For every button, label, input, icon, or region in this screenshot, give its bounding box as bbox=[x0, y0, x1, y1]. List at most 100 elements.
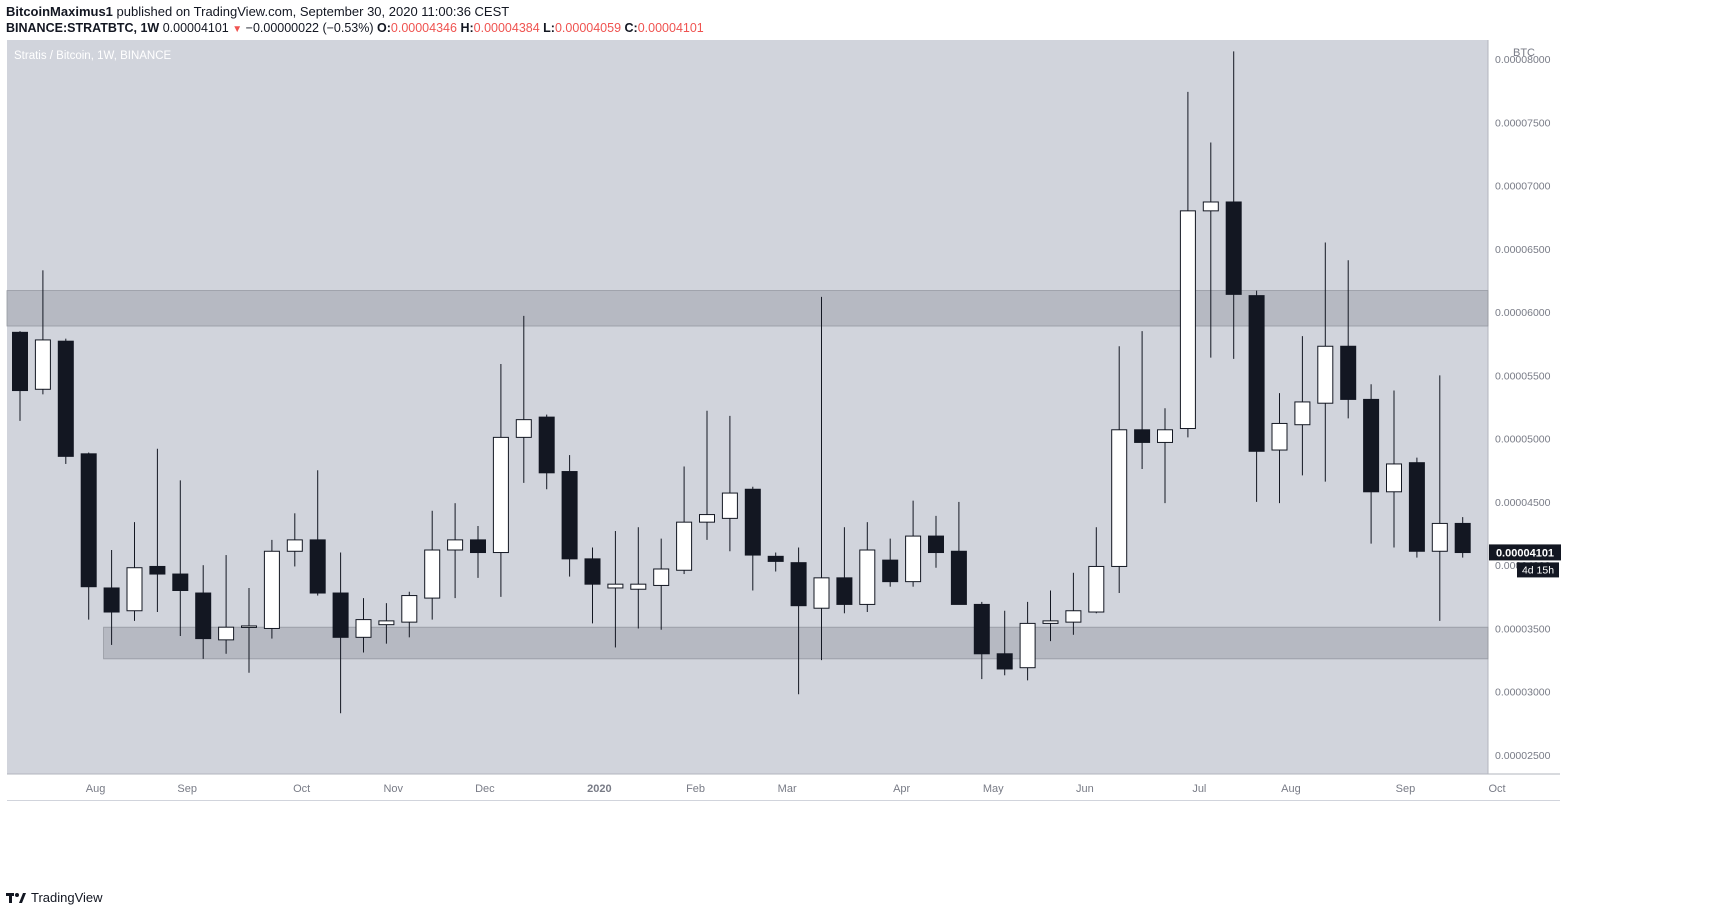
currency-label: BTC bbox=[1513, 47, 1535, 59]
candle-body-54[interactable] bbox=[1248, 295, 1265, 452]
candle-body-43[interactable] bbox=[996, 653, 1013, 670]
candle-body-18[interactable] bbox=[424, 549, 441, 599]
x-tick-label-7: Mar bbox=[778, 783, 797, 795]
candle-body-37[interactable] bbox=[859, 549, 876, 605]
candle-body-62[interactable] bbox=[1431, 522, 1448, 552]
candle-body-6[interactable] bbox=[149, 565, 166, 575]
candle-body-58[interactable] bbox=[1340, 345, 1357, 400]
candle-body-48[interactable] bbox=[1111, 429, 1128, 567]
candle-body-53[interactable] bbox=[1225, 201, 1242, 295]
candle-body-27[interactable] bbox=[630, 583, 647, 590]
candle-body-34[interactable] bbox=[790, 562, 807, 607]
candle-body-32[interactable] bbox=[744, 488, 761, 556]
candle-body-21[interactable] bbox=[492, 436, 509, 554]
candle-body-52[interactable] bbox=[1202, 201, 1219, 212]
x-tick-label-1: Sep bbox=[177, 783, 197, 795]
candle-body-5[interactable] bbox=[126, 567, 143, 612]
candle-body-13[interactable] bbox=[309, 539, 326, 594]
candle-body-60[interactable] bbox=[1386, 463, 1402, 493]
last-price: 0.00004101 bbox=[162, 21, 229, 35]
down-arrow-icon: ▼ bbox=[232, 24, 243, 35]
candle-body-22[interactable] bbox=[515, 419, 532, 438]
low-label: L: bbox=[543, 21, 555, 35]
time-axis-bottom-line bbox=[7, 800, 1560, 801]
candle-body-42[interactable] bbox=[973, 603, 990, 655]
candle-body-41[interactable] bbox=[950, 550, 967, 605]
x-tick-label-12: Aug bbox=[1281, 783, 1301, 795]
candle-body-4[interactable] bbox=[103, 587, 120, 613]
x-tick-label-5: 2020 bbox=[587, 783, 611, 795]
candle-body-33[interactable] bbox=[767, 555, 784, 562]
candle-body-55[interactable] bbox=[1271, 422, 1288, 451]
time-axis[interactable] bbox=[7, 774, 1560, 800]
candle-body-15[interactable] bbox=[355, 619, 372, 638]
y-tick-label-5: 0.00005000 bbox=[1495, 434, 1551, 446]
candle-body-30[interactable] bbox=[699, 514, 715, 523]
candle-body-25[interactable] bbox=[584, 558, 601, 585]
candle-body-46[interactable] bbox=[1065, 610, 1082, 623]
candle-body-63[interactable] bbox=[1454, 522, 1471, 554]
y-tick-label-8: 0.00006500 bbox=[1495, 244, 1551, 256]
brand-text[interactable]: TradingView bbox=[31, 890, 103, 905]
current-price-label: 0.00004101 bbox=[1496, 547, 1554, 559]
candle-body-17[interactable] bbox=[401, 595, 418, 623]
candle-body-36[interactable] bbox=[836, 577, 853, 605]
candle-body-45[interactable] bbox=[1042, 620, 1059, 624]
tradingview-logo-icon bbox=[6, 892, 26, 903]
candle-body-19[interactable] bbox=[447, 539, 464, 551]
candle-body-28[interactable] bbox=[653, 568, 670, 586]
candle-body-23[interactable] bbox=[538, 416, 555, 474]
candle-body-1[interactable] bbox=[34, 339, 51, 390]
candle-body-14[interactable] bbox=[332, 592, 349, 638]
candle-body-50[interactable] bbox=[1157, 429, 1173, 443]
candle-body-0[interactable] bbox=[12, 331, 28, 392]
candle-body-10[interactable] bbox=[241, 625, 257, 628]
zone-2 bbox=[103, 626, 1489, 660]
candle-body-26[interactable] bbox=[607, 583, 624, 589]
price-axis[interactable] bbox=[1488, 40, 1560, 774]
candle-body-12[interactable] bbox=[286, 539, 303, 552]
author-name[interactable]: BitcoinMaximus1 bbox=[6, 4, 113, 19]
x-tick-label-13: Sep bbox=[1396, 783, 1416, 795]
candle-body-61[interactable] bbox=[1408, 462, 1425, 552]
x-tick-label-4: Dec bbox=[475, 783, 495, 795]
y-tick-label-1: 0.00003000 bbox=[1495, 687, 1551, 699]
candle-body-49[interactable] bbox=[1134, 429, 1151, 443]
published-text: published on TradingView.com, September … bbox=[116, 4, 510, 19]
candle-body-59[interactable] bbox=[1363, 398, 1380, 493]
candle-body-44[interactable] bbox=[1019, 622, 1036, 669]
x-tick-label-6: Feb bbox=[686, 783, 705, 795]
candle-body-11[interactable] bbox=[263, 550, 280, 629]
candle-body-31[interactable] bbox=[721, 492, 738, 519]
plot-area[interactable] bbox=[7, 40, 1488, 774]
candle-body-39[interactable] bbox=[905, 535, 922, 583]
candle-body-7[interactable] bbox=[172, 573, 189, 592]
candle-body-40[interactable] bbox=[928, 535, 944, 554]
change-value: −0.00000022 (−0.53%) bbox=[245, 21, 374, 35]
candle-body-9[interactable] bbox=[218, 626, 235, 641]
candle-body-24[interactable] bbox=[561, 471, 578, 560]
candle-body-56[interactable] bbox=[1294, 401, 1311, 426]
y-tick-label-7: 0.00006000 bbox=[1495, 307, 1551, 319]
current-price-tag[interactable] bbox=[1489, 544, 1561, 561]
candle-body-47[interactable] bbox=[1088, 565, 1105, 613]
candle-body-2[interactable] bbox=[57, 340, 74, 457]
open-label: O: bbox=[377, 21, 391, 35]
high-value: 0.00004384 bbox=[473, 21, 540, 35]
candle-body-3[interactable] bbox=[80, 453, 97, 588]
candle-body-29[interactable] bbox=[676, 521, 693, 571]
candle-body-51[interactable] bbox=[1179, 210, 1196, 430]
candle-body-16[interactable] bbox=[378, 620, 395, 626]
y-tick-label-2: 0.00003500 bbox=[1495, 623, 1551, 635]
candle-body-8[interactable] bbox=[195, 592, 212, 640]
x-tick-label-9: May bbox=[983, 783, 1004, 795]
candle-body-38[interactable] bbox=[882, 559, 899, 583]
candle-body-35[interactable] bbox=[813, 577, 830, 609]
candle-body-57[interactable] bbox=[1317, 345, 1334, 404]
symbol-label: BINANCE:STRATBTC, 1W bbox=[6, 21, 160, 35]
y-tick-label-4: 0.00004500 bbox=[1495, 497, 1551, 509]
candle-body-20[interactable] bbox=[470, 539, 486, 554]
x-tick-label-11: Jul bbox=[1192, 783, 1206, 795]
close-value: 0.00004101 bbox=[637, 21, 704, 35]
